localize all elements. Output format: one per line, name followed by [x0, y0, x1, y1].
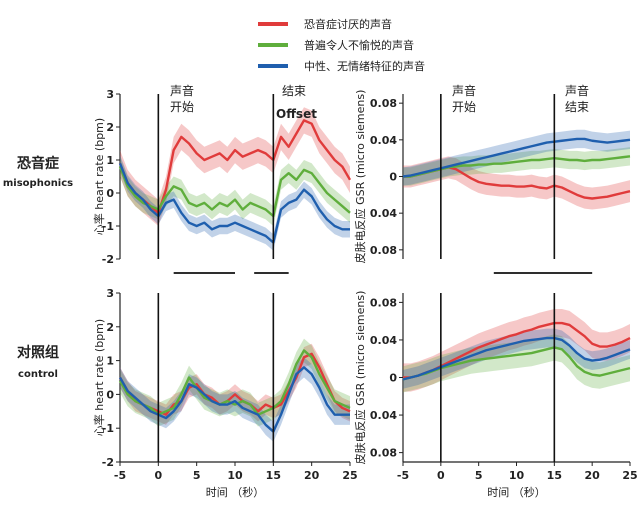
y-tick-label: 3: [106, 88, 114, 101]
y-tick-label: 2: [106, 121, 114, 134]
chart-panels: -2 -1 0 1 2 3 心率 heart rate (bpm) 0.08 0.04 0 0.04…: [92, 88, 638, 499]
x-tick-label: 20: [304, 469, 320, 482]
x-tick-label: 0: [155, 469, 163, 482]
y-tick-label: 0: [106, 388, 114, 401]
x-tick-label: 5: [475, 469, 483, 482]
offset-label-gsr-line2: 结束: [565, 100, 589, 114]
row-label-control: 对照组 control: [17, 344, 59, 380]
x-tick-label: 25: [342, 469, 357, 482]
x-tick-label: 5: [193, 469, 201, 482]
series-band: [403, 308, 630, 392]
y-tick-label: 1: [106, 154, 114, 167]
offset-label-gsr-line1: 声音: [565, 83, 589, 98]
onset-label-gsr-line2: 开始: [452, 100, 476, 114]
y-tick-label: 3: [106, 287, 114, 300]
y-tick-label: 0.08: [370, 296, 397, 309]
x-tick-label: -5: [114, 469, 126, 482]
y-tick-label: 2: [106, 321, 114, 334]
y-tick-label: -1: [102, 220, 114, 233]
x-tick-label: 10: [227, 469, 243, 482]
series-band: [120, 107, 350, 226]
y-axis-label: 心率 heart rate (bpm): [92, 118, 106, 235]
y-tick-label: 0: [106, 187, 114, 200]
y-tick-label: 1: [106, 355, 114, 368]
legend-label: 普遍令人不愉悦的声音: [304, 38, 414, 52]
y-tick-label: 0.04: [370, 409, 397, 422]
panel-misophonics-heart-rate: -2 -1 0 1 2 3 心率 heart rate (bpm): [92, 88, 352, 274]
x-axis-label: 时间 （秒）: [487, 485, 546, 499]
legend-label: 恐音症讨厌的声音: [304, 17, 392, 31]
x-tick-label: 25: [622, 469, 637, 482]
onset-label-line2: 开始: [170, 100, 194, 114]
x-tick-label: 10: [509, 469, 525, 482]
series-band: [403, 147, 630, 186]
series-band: [403, 328, 630, 389]
row-label-en: misophonics: [3, 178, 73, 189]
x-tick-label: 15: [266, 469, 281, 482]
x-tick-label: 0: [437, 469, 445, 482]
y-tick-label: 0: [389, 171, 397, 184]
row-label-zh: 恐音症: [17, 155, 59, 172]
y-tick-label: 0.04: [370, 134, 397, 147]
y-tick-label: -2: [102, 456, 114, 469]
panel-control-heart-rate: -2 -1 0 1 2 3 -5 0 5 10 15 20 25 心率 heart rate (bpm) 时…: [92, 287, 358, 499]
y-tick-label: 0.04: [370, 334, 397, 347]
y-tick-label: -2: [102, 253, 114, 266]
series-band: [120, 357, 350, 442]
series-band: [120, 156, 350, 226]
y-axis-label: 皮肤电反应 GSR (micro siemens): [353, 90, 367, 264]
y-tick-label: 0.04: [370, 207, 397, 220]
x-axis-label: 时间 （秒）: [206, 485, 265, 499]
y-axis-label: 心率 heart rate (bpm): [92, 319, 106, 436]
x-tick-label: 15: [547, 469, 562, 482]
onset-label-line1: 声音: [170, 83, 194, 98]
onset-label-gsr-line1: 声音: [452, 83, 476, 98]
legend-label: 中性、无情绪特征的声音: [304, 59, 425, 73]
series-band: [403, 156, 630, 210]
row-label-zh: 对照组: [17, 344, 59, 361]
row-label-misophonics: 恐音症 misophonics: [3, 155, 73, 189]
row-label-en: control: [18, 369, 58, 380]
offset-label-zh: 结束: [282, 84, 306, 98]
event-labels-hr: 声音 开始 结束 Offset: [170, 83, 317, 121]
offset-label-en: Offset: [276, 107, 317, 121]
x-tick-label: 20: [585, 469, 601, 482]
event-labels-gsr: 声音 开始 声音 结束: [452, 83, 589, 114]
y-tick-label: 0.08: [370, 447, 397, 460]
y-tick-label: -1: [102, 422, 114, 435]
y-axis-label: 皮肤电反应 GSR (micro siemens): [353, 291, 367, 465]
x-tick-label: -5: [397, 469, 409, 482]
y-tick-label: 0.08: [370, 244, 397, 257]
y-tick-label: 0.08: [370, 97, 397, 110]
y-tick-label: 0: [389, 372, 397, 385]
